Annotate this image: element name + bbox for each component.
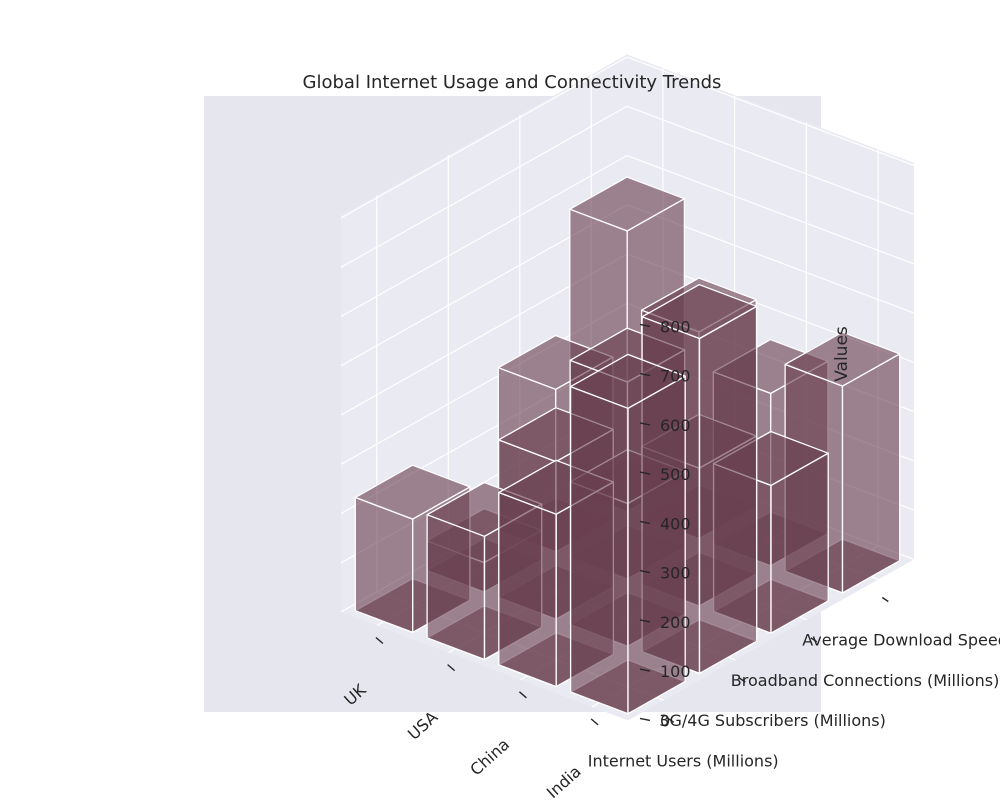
z-tick-mark xyxy=(639,422,651,426)
z-gridline-back xyxy=(626,56,915,166)
z-gridline-back xyxy=(626,105,915,216)
bar-india-series-0 xyxy=(569,353,686,715)
z-tick-mark xyxy=(639,323,651,328)
bar-top-face xyxy=(354,464,471,520)
z-tick-mark xyxy=(639,471,651,475)
z-axis-label: Values xyxy=(832,326,852,382)
z-tick-label: 300 xyxy=(660,564,691,583)
z-gridline-left xyxy=(340,105,628,268)
y-tick-mark xyxy=(667,717,675,723)
z-tick-label: 800 xyxy=(660,317,691,336)
bar-top-face xyxy=(569,176,686,232)
z-tick-mark xyxy=(639,717,651,722)
bar-side-face xyxy=(698,305,758,675)
x-tick-mark xyxy=(447,664,456,672)
z-tick-label: 200 xyxy=(660,613,691,632)
bars xyxy=(354,176,901,715)
bar-side-face xyxy=(841,353,901,594)
z-tick-label: 0 xyxy=(660,711,670,730)
bar-front-face xyxy=(569,385,629,715)
z-tick-mark xyxy=(639,619,651,623)
x-tick-mark xyxy=(375,636,384,645)
x-tick-mark xyxy=(590,718,599,726)
bar-top-face xyxy=(784,331,901,387)
y-tick-label: Internet Users (Millions) xyxy=(588,751,779,770)
z-gridline-left xyxy=(340,154,628,318)
z-gridline-back xyxy=(626,154,915,265)
z-tick-label: 400 xyxy=(660,514,691,533)
z-tick-mark xyxy=(639,520,651,525)
z-tick-label: 700 xyxy=(660,367,691,386)
y-tick-label: Average Download Speed (Mbps) xyxy=(802,631,1000,650)
z-gridline-left xyxy=(340,56,628,219)
y-tick-mark xyxy=(881,596,889,603)
z-tick-label: 100 xyxy=(660,662,691,681)
bar-top-face xyxy=(569,353,686,409)
y-tick-mark xyxy=(738,677,746,683)
z-tick-label: 600 xyxy=(660,416,691,435)
bar-front-face xyxy=(354,496,414,634)
y-tick-label: Broadband Connections (Millions) xyxy=(731,671,1000,690)
bar-top-face xyxy=(641,283,758,340)
y-tick-mark xyxy=(810,637,818,643)
chart-title: Global Internet Usage and Connectivity T… xyxy=(303,72,722,93)
bar-front-face xyxy=(426,514,486,661)
bar-front-face xyxy=(498,491,557,688)
z-tick-mark xyxy=(639,569,651,574)
z-tick-label: 500 xyxy=(660,465,691,484)
z-tick-mark xyxy=(639,668,651,672)
x-tick-mark xyxy=(518,691,527,699)
y-tick-label: 3G/4G Subscribers (Millions) xyxy=(659,711,886,730)
z-tick-mark xyxy=(639,372,651,377)
